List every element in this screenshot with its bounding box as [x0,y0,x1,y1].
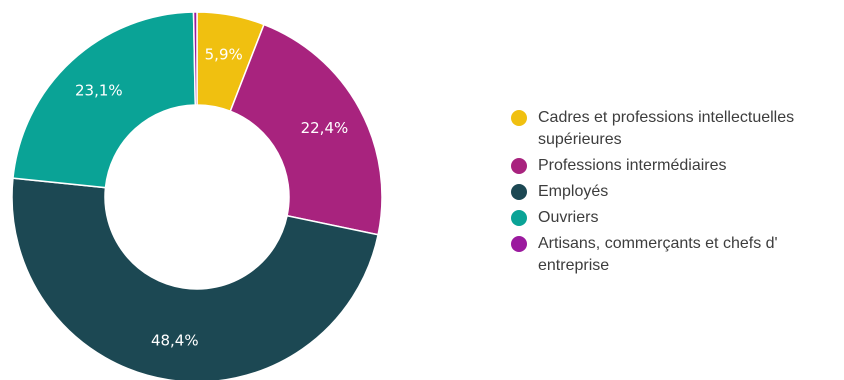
slice-value-label-3: 23,1% [75,81,123,99]
legend-label: Cadres et professions intellectuelles su… [538,109,795,148]
donut-slice-1 [229,23,383,236]
slice-value-label-0: 5,9% [205,45,243,63]
legend-item-3: Ouvriers [511,207,841,229]
legend-label: Professions intermédiaires [538,157,727,174]
legend-item-1: Professions intermédiaires [511,155,841,177]
donut-slice-3 [12,11,197,189]
legend-swatch [511,236,527,252]
donut-chart-svg: 5,9% 22,4% 48,4% 23,1% [11,11,383,380]
legend-swatch [511,184,527,200]
legend-item-4: Artisans, commerçants et chefs d' entrep… [511,233,841,277]
legend-label: Artisans, commerçants et chefs d' entrep… [538,235,778,274]
donut-slice-2 [11,177,379,380]
legend-item-0: Cadres et professions intellectuelles su… [511,107,841,151]
legend-swatch [511,158,527,174]
slice-value-label-1: 22,4% [301,119,349,137]
slice-value-label-2: 48,4% [151,331,199,349]
chart-legend: Cadres et professions intellectuelles su… [511,107,841,281]
donut-chart: 5,9% 22,4% 48,4% 23,1% [0,0,400,380]
legend-swatch [511,110,527,126]
legend-label: Ouvriers [538,209,599,226]
legend-item-2: Employés [511,181,841,203]
donut-slice-4 [192,11,198,106]
legend-swatch [511,210,527,226]
legend-label: Employés [538,183,609,200]
